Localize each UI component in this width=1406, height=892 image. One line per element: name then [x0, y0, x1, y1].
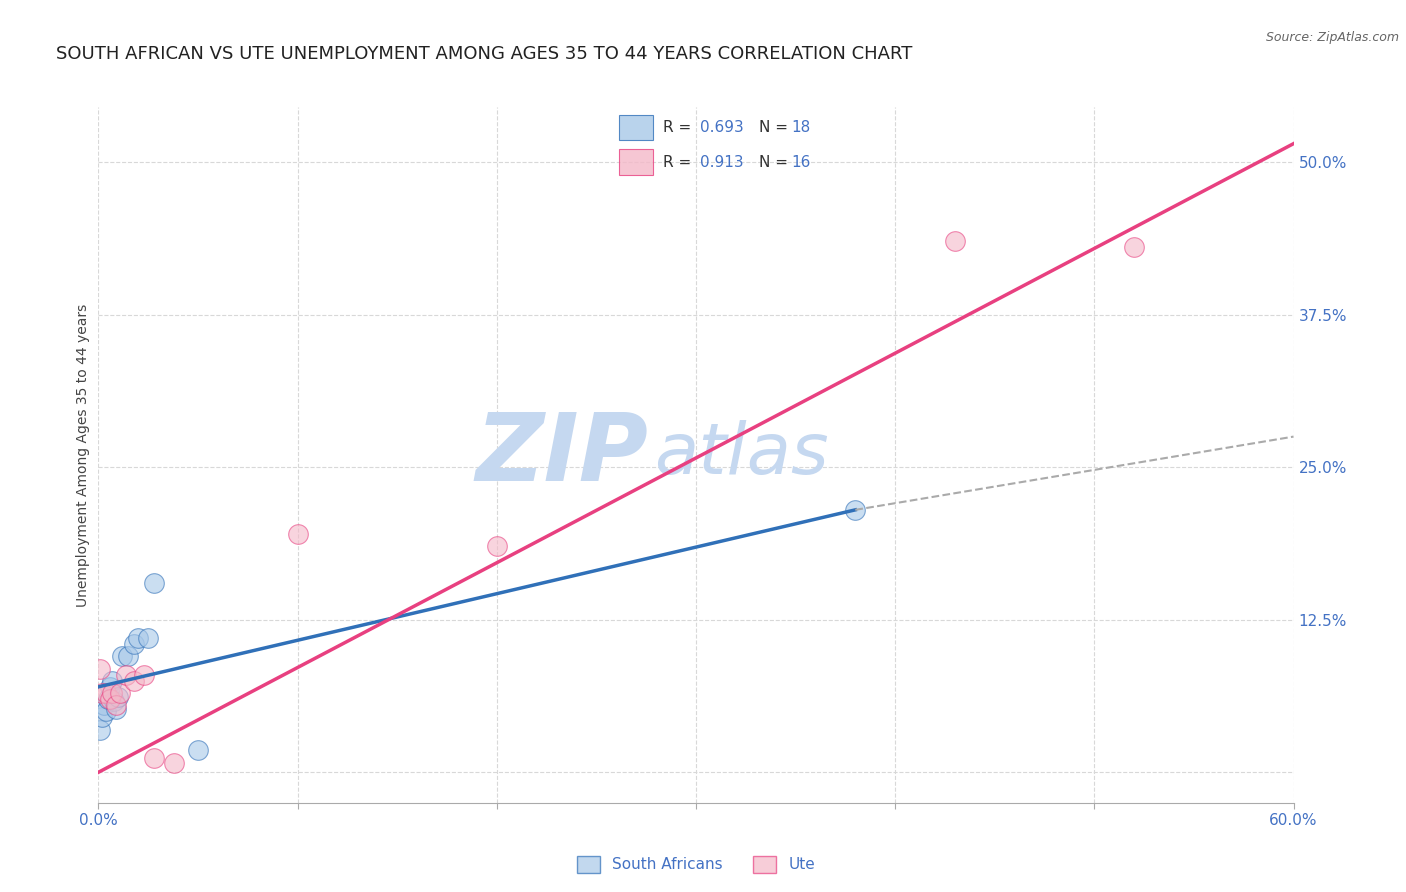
Point	[117, 649, 139, 664]
Point	[101, 686, 124, 700]
Legend: South Africans, Ute: South Africans, Ute	[571, 850, 821, 879]
Point	[96, 686, 118, 700]
Y-axis label: Unemployment Among Ages 35 to 44 years: Unemployment Among Ages 35 to 44 years	[76, 303, 90, 607]
Point	[101, 673, 124, 688]
Text: N =: N =	[759, 155, 793, 169]
Point	[111, 649, 134, 664]
Text: R =: R =	[664, 155, 696, 169]
Point	[143, 750, 166, 764]
Point	[97, 692, 120, 706]
Point	[485, 540, 508, 554]
Text: Source: ZipAtlas.com: Source: ZipAtlas.com	[1265, 31, 1399, 45]
Point	[844, 503, 866, 517]
Text: 0.913: 0.913	[700, 155, 744, 169]
Point	[110, 686, 132, 700]
Point	[98, 692, 122, 706]
Point	[1123, 240, 1146, 254]
Point	[105, 698, 128, 713]
Text: ZIP: ZIP	[475, 409, 648, 501]
Text: N =: N =	[759, 120, 793, 135]
Point	[103, 694, 125, 708]
Text: 16: 16	[792, 155, 811, 169]
Point	[187, 743, 209, 757]
Point	[89, 723, 111, 737]
Bar	[619, 114, 654, 140]
Point	[98, 680, 122, 694]
Point	[943, 235, 966, 249]
Point	[89, 661, 111, 675]
Text: R =: R =	[664, 120, 696, 135]
Point	[96, 704, 118, 718]
Text: 0.693: 0.693	[700, 120, 744, 135]
Text: atlas: atlas	[654, 420, 828, 490]
Point	[107, 690, 129, 704]
Point	[136, 631, 159, 645]
Point	[124, 637, 146, 651]
Point	[91, 710, 114, 724]
Point	[134, 667, 156, 681]
Bar	[619, 150, 654, 175]
Point	[115, 667, 138, 681]
Text: SOUTH AFRICAN VS UTE UNEMPLOYMENT AMONG AGES 35 TO 44 YEARS CORRELATION CHART: SOUTH AFRICAN VS UTE UNEMPLOYMENT AMONG …	[56, 45, 912, 62]
Point	[287, 527, 309, 541]
Point	[127, 631, 149, 645]
Text: 18: 18	[792, 120, 810, 135]
Point	[163, 756, 186, 770]
Point	[124, 673, 146, 688]
Point	[91, 686, 114, 700]
Point	[143, 576, 166, 591]
Point	[105, 702, 128, 716]
Point	[93, 698, 115, 713]
